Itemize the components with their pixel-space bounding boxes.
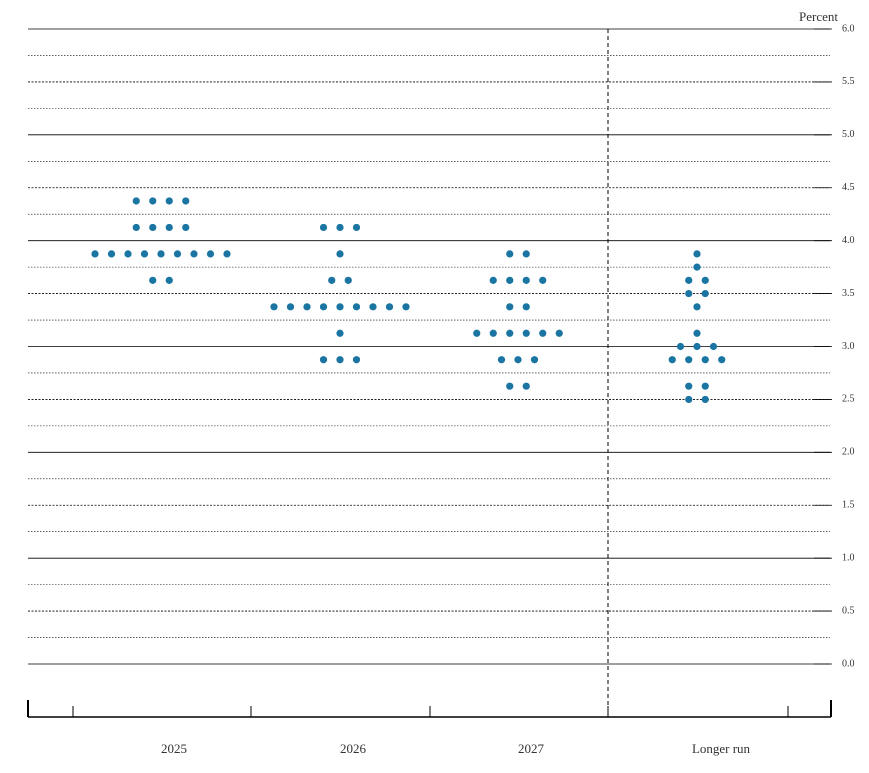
dot [369, 303, 377, 311]
dot [701, 356, 709, 364]
dot [506, 276, 514, 284]
dot [701, 382, 709, 390]
dot [522, 329, 530, 337]
dot [182, 197, 190, 205]
dot [270, 303, 278, 311]
dot [522, 382, 530, 390]
dot [157, 250, 165, 258]
dot [693, 250, 701, 258]
dot [701, 276, 709, 284]
dot [506, 303, 514, 311]
dot [489, 276, 497, 284]
dot [182, 223, 190, 232]
dot [149, 223, 157, 232]
dot [223, 250, 231, 258]
y-tick-label: 2.5 [842, 394, 855, 405]
dot [506, 329, 514, 337]
dot [319, 356, 328, 364]
x-tick-label: Longer run [692, 741, 751, 756]
x-tick-label: 2027 [518, 741, 545, 756]
dot [539, 276, 547, 284]
dot [165, 197, 173, 205]
dot [701, 289, 709, 298]
y-tick-label: 5.0 [842, 129, 855, 140]
x-tick-label: 2025 [161, 741, 187, 756]
dot [514, 356, 522, 364]
dot [336, 356, 344, 364]
dot [352, 303, 361, 311]
x-ticks [27, 700, 832, 717]
y-tick-label: 4.0 [842, 235, 855, 246]
dot [328, 276, 336, 284]
y-tick-label: 1.0 [842, 552, 855, 563]
dot [506, 250, 514, 258]
dot [149, 276, 157, 284]
dot [303, 303, 311, 311]
dot [149, 197, 157, 205]
y-tick-label: 1.5 [842, 500, 855, 511]
dot [190, 250, 198, 258]
dot [693, 303, 701, 311]
dot [685, 276, 693, 284]
y-tick-label: 2.0 [842, 447, 855, 458]
x-tick-label: 2026 [340, 741, 367, 756]
dot [402, 303, 410, 311]
dot [352, 223, 361, 232]
dot [685, 356, 693, 364]
dot [555, 329, 563, 337]
dot [336, 250, 344, 258]
dot [718, 356, 726, 364]
dot [140, 250, 149, 258]
dot [124, 250, 132, 258]
dot [709, 342, 718, 351]
dot [107, 250, 116, 258]
dot [489, 329, 497, 337]
y-tick-label: 6.0 [842, 23, 855, 34]
dot [522, 303, 530, 311]
dot [676, 342, 685, 351]
y-tick-label: 3.5 [842, 288, 855, 299]
dot [497, 356, 506, 364]
dot [344, 276, 352, 284]
dot [91, 250, 99, 258]
dot [522, 250, 530, 258]
dot [319, 303, 328, 311]
dot [165, 223, 173, 232]
dot [286, 303, 295, 311]
dot [473, 329, 481, 337]
dot [173, 250, 182, 258]
dot [685, 382, 693, 390]
dot [165, 276, 173, 284]
dot [132, 223, 140, 232]
dot [506, 382, 514, 390]
dot [685, 289, 693, 298]
dot [336, 223, 344, 232]
dot [668, 356, 676, 364]
y-axis-label: Percent [799, 9, 838, 24]
dot [132, 197, 140, 205]
y-tick-label: 0.0 [842, 658, 855, 669]
dot [530, 356, 539, 364]
dot [319, 223, 328, 232]
dot [685, 395, 693, 404]
dot [693, 263, 701, 271]
dot [522, 276, 530, 284]
y-tick-label: 0.5 [842, 605, 855, 616]
dot [336, 303, 344, 311]
dot [352, 356, 361, 364]
dot [385, 303, 394, 311]
y-tick-label: 4.5 [842, 182, 855, 193]
dot [693, 342, 701, 351]
dot [701, 395, 709, 404]
dot [693, 329, 701, 337]
dot [336, 329, 344, 337]
y-tick-label: 3.0 [842, 341, 855, 352]
y-tick-label: 5.5 [842, 76, 855, 87]
dot [539, 329, 547, 337]
dot [206, 250, 215, 258]
